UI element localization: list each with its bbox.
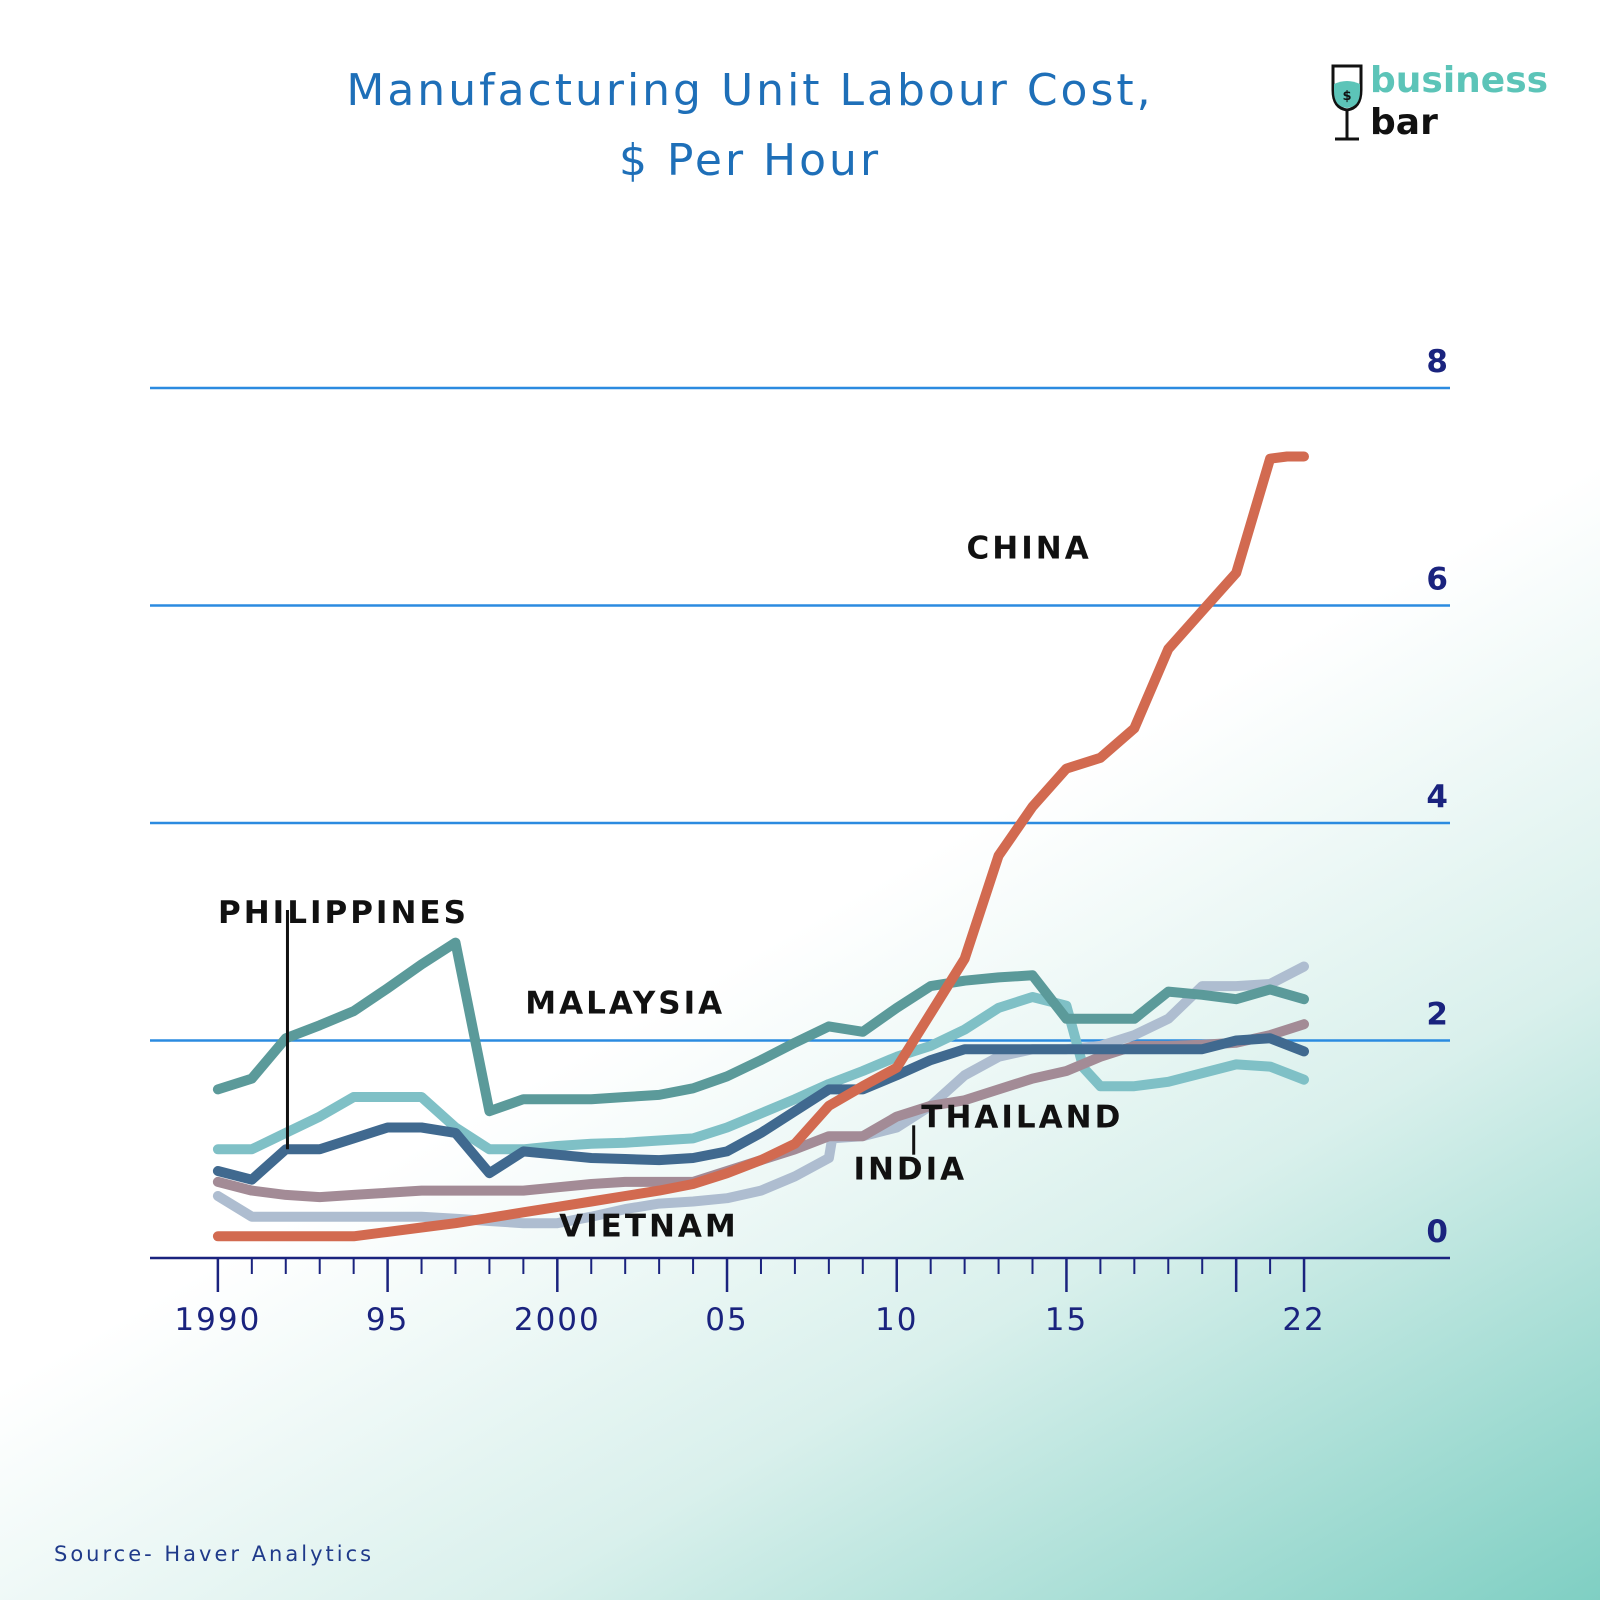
- y-axis-ticks: 0 2 4 6 8: [1426, 344, 1448, 1250]
- y-tick-label-6: 6: [1426, 562, 1448, 598]
- x-tick-label-1990: 1990: [174, 1302, 261, 1338]
- x-tick-label-15: 15: [1045, 1302, 1088, 1338]
- series-line-malaysia: [212, 937, 1309, 1117]
- source-note: Source- Haver Analytics: [54, 1542, 375, 1566]
- chart-title-line1: Manufacturing Unit Labour Cost,: [346, 65, 1154, 116]
- y-tick-label-2: 2: [1426, 997, 1448, 1033]
- series-label-india: INDIA: [853, 1152, 967, 1188]
- series-line-china: [212, 451, 1309, 1242]
- y-tick-label-8: 8: [1426, 344, 1448, 380]
- chart-title-line2: $ Per Hour: [618, 135, 882, 186]
- series-label-vietnam: VIETNAM: [559, 1208, 739, 1244]
- y-tick-label-4: 4: [1426, 779, 1448, 815]
- wine-glass-icon: $: [1331, 64, 1363, 141]
- x-axis: 1990 95 2000 05 10 15 22: [150, 1256, 1450, 1338]
- logo-glass-symbol: $: [1342, 89, 1351, 104]
- series-line-vietnam: [212, 961, 1309, 1229]
- series-label-philippines: PHILIPPINES: [218, 895, 469, 931]
- series-line-philippines: [212, 1033, 1309, 1185]
- x-tick-label-95: 95: [366, 1302, 409, 1338]
- business-bar-logo: $ business bar: [1330, 60, 1570, 150]
- x-tick-label-2000: 2000: [514, 1302, 601, 1338]
- series-label-malaysia: MALAYSIA: [525, 985, 725, 1021]
- series-line-thailand: [212, 992, 1309, 1155]
- chart-gridlines: [150, 386, 1450, 1042]
- series-label-thailand: THAILAND: [921, 1100, 1123, 1136]
- chart-series: [212, 451, 1309, 1242]
- series-labels: CHINA MALAYSIA PHILIPPINES THAILAND INDIA VIE…: [218, 531, 1123, 1245]
- logo-text-business: business: [1370, 60, 1549, 101]
- y-tick-label-0: 0: [1426, 1214, 1448, 1250]
- x-tick-label-05: 05: [705, 1302, 748, 1338]
- x-tick-label-10: 10: [875, 1302, 918, 1338]
- logo-text-bar: bar: [1370, 102, 1438, 143]
- chart-title: Manufacturing Unit Labour Cost, $ Per Ho…: [0, 56, 1500, 196]
- x-tick-label-22: 22: [1282, 1302, 1325, 1338]
- series-label-china: CHINA: [967, 531, 1092, 567]
